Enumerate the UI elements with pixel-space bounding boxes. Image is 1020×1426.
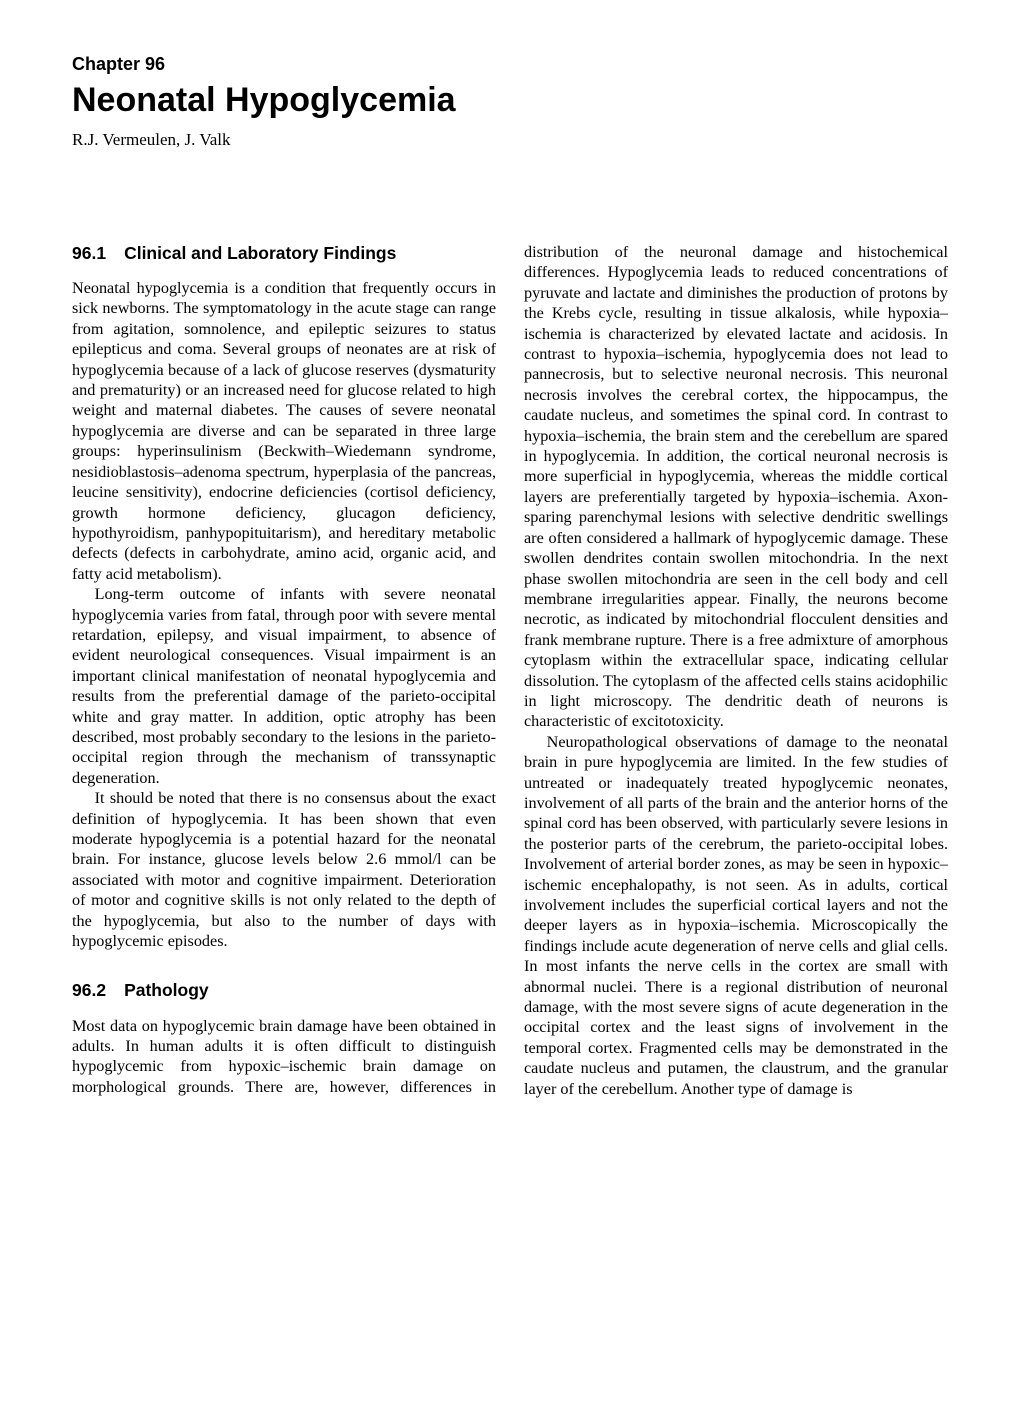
chapter-title: Neonatal Hypoglycemia [72,81,948,120]
section-heading: 96.2 Pathology [72,979,496,1001]
page: Chapter 96 Neonatal Hypoglycemia R.J. Ve… [0,0,1020,1159]
section-heading: 96.1 Clinical and Laboratory Findings [72,242,496,264]
body-paragraph: Neonatal hypoglycemia is a condition tha… [72,278,496,584]
section-title: Clinical and Laboratory Findings [124,243,396,263]
section-number: 96.1 [72,243,106,263]
body-paragraph: Neuropathological observations of damage… [524,732,948,1099]
section-number: 96.2 [72,980,106,1000]
body-paragraph: It should be noted that there is no cons… [72,788,496,951]
chapter-authors: R.J. Vermeulen, J. Valk [72,130,948,150]
section-96-1: 96.1 Clinical and Laboratory Findings Neo… [72,242,496,951]
chapter-label: Chapter 96 [72,54,948,75]
body-paragraph: Long-term outcome of infants with severe… [72,584,496,788]
section-title: Pathology [124,980,209,1000]
body-columns: 96.1 Clinical and Laboratory Findings Neo… [72,242,948,1099]
